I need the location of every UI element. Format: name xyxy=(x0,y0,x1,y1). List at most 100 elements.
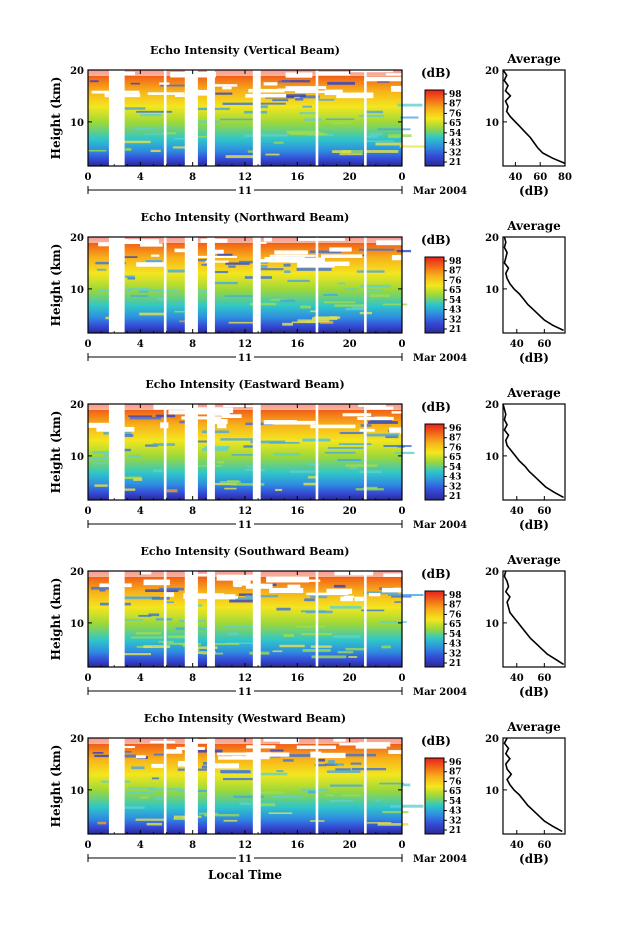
sparse-region xyxy=(354,596,364,602)
heatmap-streak xyxy=(225,155,261,159)
heatmap-streak xyxy=(272,94,306,97)
heatmap-streak xyxy=(219,481,241,483)
heatmap-streak xyxy=(150,149,161,153)
colorbar-tick-label: 98 xyxy=(449,591,462,601)
heatmap-streak xyxy=(327,447,364,449)
heatmap-streak xyxy=(131,636,163,639)
data-gap xyxy=(207,237,215,333)
heatmap-streak xyxy=(92,451,126,454)
heatmap-streak xyxy=(277,80,290,83)
colorbar-tick-label: 65 xyxy=(449,620,462,630)
sparse-region xyxy=(336,92,374,99)
colorbar-tick-label: 87 xyxy=(449,601,462,611)
heatmap-streak xyxy=(175,817,183,820)
heatmap-streak xyxy=(192,651,217,654)
average-profile-line xyxy=(503,570,565,666)
colorbar-tick-label: 76 xyxy=(449,443,462,453)
x-tick-label: 0 xyxy=(85,339,92,350)
heatmap-streak xyxy=(223,819,238,822)
sparse-region xyxy=(388,750,436,754)
data-gap xyxy=(207,404,215,500)
data-gap xyxy=(184,738,198,834)
average-x-tick-label: 80 xyxy=(558,172,572,183)
sparse-region xyxy=(321,254,363,258)
sparse-region xyxy=(222,86,232,90)
data-gap xyxy=(315,70,319,166)
heatmap-streak xyxy=(391,595,412,598)
heatmap-streak xyxy=(302,105,312,108)
sparse-region xyxy=(181,416,222,420)
sparse-region xyxy=(319,261,350,267)
sparse-region xyxy=(246,745,276,749)
y-axis-label: Height (km) xyxy=(49,578,63,661)
heatmap-streak xyxy=(351,306,368,309)
colorbar-tick-label: 54 xyxy=(449,463,462,473)
average-x-label: (dB) xyxy=(519,685,549,699)
heatmap-streak xyxy=(217,460,225,464)
x-tick-label: 16 xyxy=(290,339,304,350)
sparse-region xyxy=(135,755,146,759)
x-tick-label: 0 xyxy=(85,506,92,517)
heatmap-streak xyxy=(151,777,160,780)
colorbar-tick-label: 43 xyxy=(449,807,462,817)
heatmap-streak xyxy=(268,812,293,815)
average-y-tick-label: 10 xyxy=(485,786,499,797)
sparse-region xyxy=(123,746,135,749)
date-label: Mar 2004 xyxy=(413,520,467,531)
heatmap-streak xyxy=(228,632,239,636)
heatmap-streak xyxy=(279,644,305,648)
y-tick-label: 20 xyxy=(70,66,84,77)
sparse-region xyxy=(211,418,228,425)
average-x-tick-label: 40 xyxy=(510,840,524,851)
heatmap-streak xyxy=(143,133,168,135)
heatmap-streak xyxy=(230,483,265,486)
heatmap-streak xyxy=(160,84,196,87)
sparse-region xyxy=(151,763,164,768)
sparse-region xyxy=(277,88,318,92)
heatmap-streak xyxy=(363,486,378,490)
sparse-region xyxy=(209,249,224,254)
heatmap-streak xyxy=(394,601,401,603)
data-gap xyxy=(252,738,261,834)
sparse-region xyxy=(355,745,387,749)
heatmap-streak xyxy=(222,102,257,105)
x-tick-label: 16 xyxy=(290,673,304,684)
x-tick-label: 12 xyxy=(238,840,252,851)
heatmap-streak xyxy=(310,310,317,313)
colorbar-unit: (dB) xyxy=(421,233,451,247)
date-day: 11 xyxy=(238,854,252,865)
heatmap-streak xyxy=(194,789,210,792)
heatmap-streak xyxy=(109,476,142,479)
sparse-region xyxy=(183,593,225,599)
sparse-region xyxy=(187,91,215,95)
average-x-label: (dB) xyxy=(519,351,549,365)
average-x-tick-label: 40 xyxy=(510,506,524,517)
y-tick-label: 20 xyxy=(70,734,84,745)
sparse-region xyxy=(289,257,325,263)
colorbar-tick-label: 21 xyxy=(449,325,462,335)
heatmap-streak xyxy=(238,593,253,596)
heatmap-streak xyxy=(91,586,123,590)
heatmap-streak xyxy=(127,277,136,280)
heatmap-streak xyxy=(145,444,158,447)
heatmap-streak xyxy=(229,597,260,600)
heatmap-streak xyxy=(355,488,384,491)
average-frame xyxy=(502,236,566,334)
date-label: Mar 2004 xyxy=(413,353,467,364)
average-y-tick-label: 10 xyxy=(485,452,499,463)
heatmap-streak xyxy=(210,270,229,274)
heatmap-streak xyxy=(367,421,398,424)
x-tick-label: 8 xyxy=(189,840,196,851)
heatmap-streak xyxy=(350,762,362,765)
heatmap-streak xyxy=(375,142,402,146)
data-gap xyxy=(163,571,167,667)
average-title: Average xyxy=(506,219,561,233)
heatmap-streak xyxy=(337,651,354,654)
colorbar-tick-label: 65 xyxy=(449,286,462,296)
x-tick-label: 16 xyxy=(290,172,304,183)
panel-title: Echo Intensity (Southward Beam) xyxy=(141,545,350,558)
heatmap-streak xyxy=(300,788,329,792)
average-y-tick-label: 20 xyxy=(485,233,499,244)
heatmap-streak xyxy=(89,80,99,83)
heatmap-streak xyxy=(317,758,325,762)
